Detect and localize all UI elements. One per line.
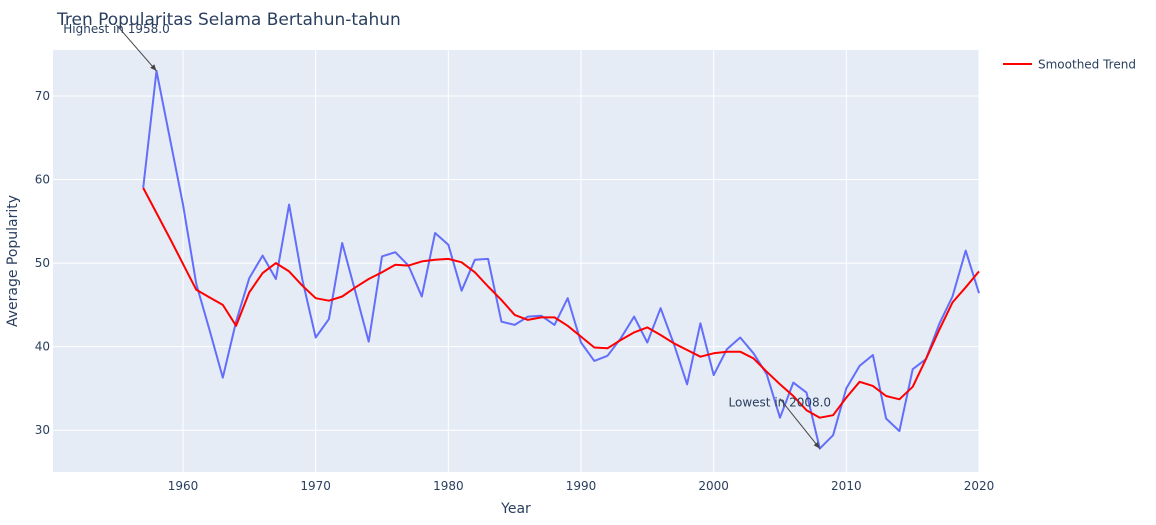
annotation-label: Highest in 1958.0	[63, 22, 169, 36]
plot-area	[53, 50, 979, 472]
legend-label-smoothed-trend: Smoothed Trend	[1038, 58, 1136, 72]
annotation-arrowhead	[813, 441, 820, 449]
annotation-arrow	[116, 24, 157, 72]
series-lines	[142, 69, 980, 450]
y-axis-label: Average Popularity	[5, 195, 21, 327]
x-tick-labels: 1960 1970 1980 1990 2000 2010 2020	[168, 479, 995, 493]
y-tick-label: 50	[35, 256, 50, 270]
grid-lines	[53, 50, 980, 472]
y-tick-label: 30	[35, 423, 50, 437]
x-tick-label: 1960	[168, 479, 199, 493]
x-tick-label: 2000	[698, 479, 729, 493]
y-tick-labels: 30 40 50 60 70	[35, 89, 50, 437]
x-tick-label: 2020	[964, 479, 995, 493]
y-tick-label: 60	[35, 173, 50, 187]
x-tick-label: 1980	[433, 479, 464, 493]
legend[interactable]: Smoothed Trend	[1003, 58, 1136, 72]
annotation-arrow	[779, 398, 821, 449]
annotation-arrowhead	[150, 64, 157, 71]
annotation-label: Lowest in 2008.0	[729, 396, 832, 410]
annotations: Highest in 1958.0 Lowest in 2008.0	[63, 22, 831, 449]
y-tick-label: 40	[35, 340, 50, 354]
smoothed-trend-line	[142, 187, 980, 419]
x-tick-label: 1990	[566, 479, 597, 493]
y-tick-label: 70	[35, 89, 50, 103]
x-axis-label: Year	[500, 501, 531, 517]
x-tick-label: 1970	[300, 479, 331, 493]
x-tick-label: 2010	[831, 479, 862, 493]
chart-title: Tren Popularitas Selama Bertahun-tahun	[56, 10, 401, 30]
